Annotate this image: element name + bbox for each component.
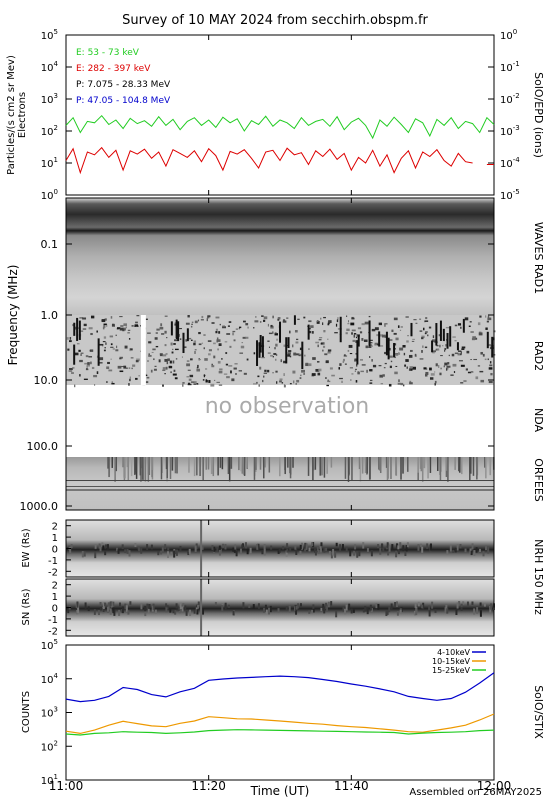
frequency-ytick: 1.0 [41, 309, 59, 322]
particles-ytick-right: 100 [500, 28, 517, 42]
particles-ylabel: Particles/(s cm2 sr Mev) [6, 55, 17, 175]
label-stix: SolO/STIX [532, 685, 545, 739]
stix-legend: 4-10keV 10-15keV 15-25keV [432, 648, 486, 675]
label-nda: NDA [532, 408, 545, 433]
nda-annotation: no observation [205, 394, 370, 419]
particles-plot [65, 114, 495, 175]
particles-ylabel2: Electrons [17, 92, 28, 138]
assembled-footer: Assembled on 26MAY2025 [409, 787, 542, 798]
particles-ytick-right: 10-3 [500, 124, 520, 138]
legend-4-10: 4-10keV [437, 648, 470, 657]
series-e-282-397-kev [65, 146, 494, 175]
legend-15-25: 15-25keV [432, 666, 471, 675]
label-waves-rad1: WAVES RAD1 [532, 222, 545, 294]
label-solo-epd: SolO/EPD (ions) [532, 72, 545, 158]
legend-e-low: E: 53 - 73 keV [76, 48, 140, 58]
time-tick-label: 11:40 [334, 779, 369, 793]
stix-plot [65, 672, 495, 736]
nrh-ytick: 0 [52, 545, 58, 556]
series-10-15kev [65, 713, 495, 735]
frequency-ytick: 0.1 [41, 238, 59, 251]
stix-ytick: 101 [41, 773, 58, 787]
time-axis-label: Time (UT) [250, 784, 310, 798]
counts-ylabel: COUNTS [21, 691, 32, 733]
sn-ylabel: SN (Rs) [21, 588, 32, 625]
time-tick-label: 12:00 [477, 779, 512, 793]
legend-e-high: E: 282 - 397 keV [76, 64, 151, 74]
time-tick-label: 11:00 [49, 779, 84, 793]
series-4-10kev [65, 672, 495, 703]
nrh-ytick: -2 [48, 567, 58, 578]
nrh-ytick: -1 [48, 615, 58, 626]
frequency-ytick: 10.0 [34, 374, 59, 387]
label-nrh: NRH 150 MHz [532, 539, 545, 615]
legend-p-low: P: 7.075 - 28.33 MeV [76, 80, 171, 90]
nrh-ytick: -1 [48, 556, 58, 567]
particles-ytick: 103 [41, 92, 58, 106]
frequency-ylabel: Frequency (MHz) [6, 265, 20, 366]
particles-ytick: 104 [41, 60, 59, 74]
rad2-spectrogram [66, 315, 496, 388]
nrh-ytick: 2 [52, 522, 58, 533]
figure-title: Survey of 10 MAY 2024 from secchirh.obsp… [122, 13, 428, 28]
particles-ytick: 105 [41, 28, 58, 42]
label-orfees: ORFEES [532, 458, 545, 502]
legend-p-high: P: 47.05 - 104.8 MeV [76, 96, 171, 106]
particles-ytick-right: 10-1 [500, 60, 520, 74]
ew-ylabel: EW (Rs) [21, 528, 32, 567]
nrh-texture [67, 520, 495, 636]
axes: 10010110210310410510-510-410-310-210-110… [20, 28, 521, 793]
nrh-ytick: 0 [52, 604, 58, 615]
nrh-ytick: 1 [52, 592, 58, 603]
frequency-ytick: 100.0 [27, 440, 59, 453]
particles-ytick: 101 [41, 156, 58, 170]
nrh-ytick: 2 [52, 581, 58, 592]
time-tick-label: 11:20 [191, 779, 226, 793]
particles-ytick-right: 10-5 [500, 188, 520, 202]
particles-ytick-right: 10-4 [500, 156, 520, 170]
particles-legend: E: 53 - 73 keV E: 282 - 397 keV P: 7.075… [76, 48, 171, 106]
stix-ytick: 102 [41, 739, 58, 753]
rad2-data-gap [140, 315, 146, 385]
legend-10-15: 10-15keV [432, 657, 471, 666]
nrh-ytick: 1 [52, 533, 58, 544]
series-e-53-73-kev [65, 114, 495, 140]
waves-rad1-spectrogram [66, 198, 494, 315]
label-rad2: RAD2 [532, 341, 545, 371]
particles-ytick: 102 [41, 124, 58, 138]
orfees-texture [66, 457, 495, 491]
frequency-ytick: 1000.0 [20, 500, 59, 513]
particles-ytick-right: 10-2 [500, 92, 520, 106]
stix-ytick: 105 [41, 638, 58, 652]
stix-ytick: 103 [41, 706, 58, 720]
series-15-25kev [65, 729, 495, 736]
particles-ytick: 100 [41, 188, 58, 202]
nrh-ytick: -2 [48, 626, 58, 637]
stix-ytick: 104 [41, 672, 59, 686]
